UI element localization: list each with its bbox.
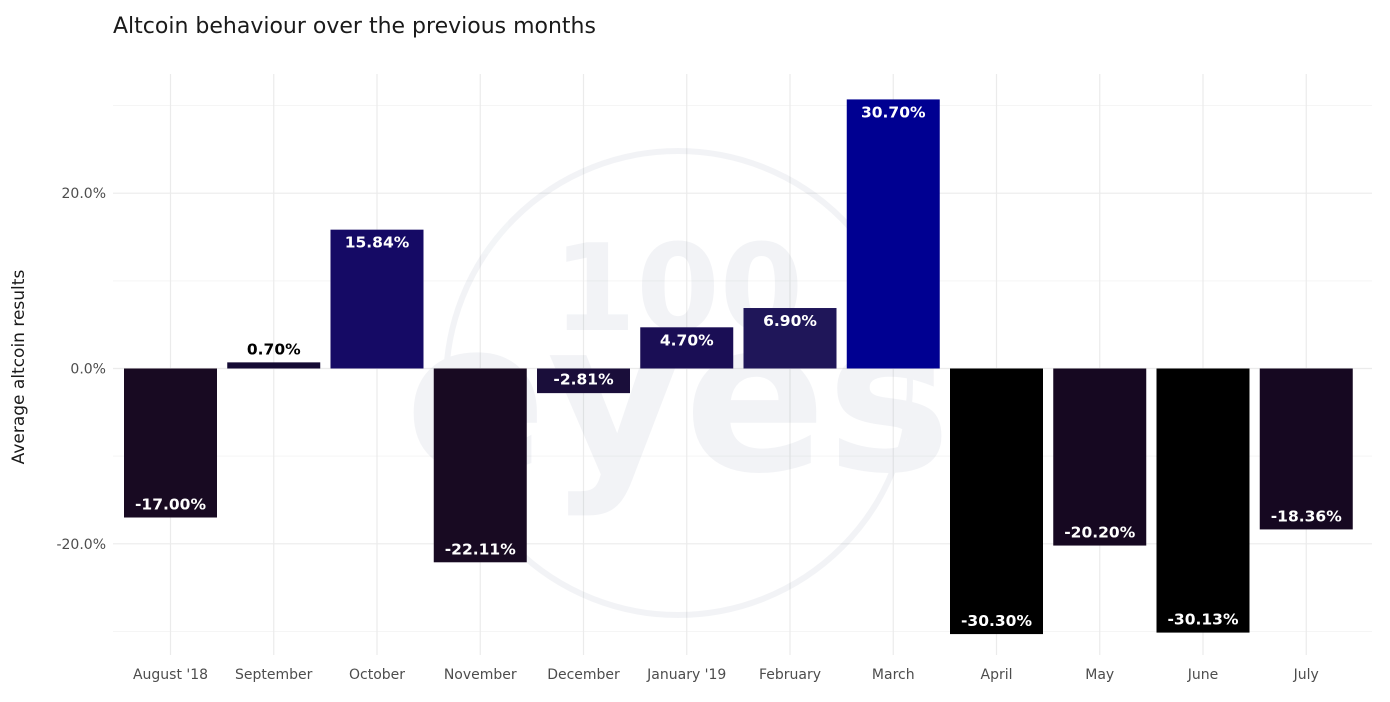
data-label: -20.20% [1064, 524, 1135, 542]
data-label: -18.36% [1271, 507, 1342, 525]
data-label: 30.70% [861, 103, 926, 121]
chart-title: Altcoin behaviour over the previous mont… [113, 14, 596, 39]
y-axis-label: Average altcoin results [9, 270, 29, 465]
x-tick-label: February [759, 667, 821, 683]
bar [1259, 368, 1353, 530]
bar [124, 368, 217, 518]
data-label: -2.81% [553, 371, 614, 389]
x-tick-label: June [1187, 667, 1219, 683]
bar [640, 327, 734, 369]
x-tick-label: July [1293, 667, 1319, 683]
x-tick-label: March [872, 667, 915, 683]
bar [330, 229, 424, 369]
bar [227, 362, 321, 369]
bar [846, 99, 940, 369]
bar [743, 308, 837, 369]
x-tick-label: December [547, 667, 620, 683]
bars-layer [124, 99, 1353, 635]
bar [433, 368, 527, 563]
y-tick-label: 0.0% [70, 362, 106, 378]
data-label: -22.11% [445, 540, 516, 558]
y-tick-label: 20.0% [62, 186, 106, 202]
data-label: -17.00% [135, 496, 206, 514]
bar [950, 368, 1043, 635]
x-tick-label: October [349, 667, 405, 683]
bar [1053, 368, 1147, 546]
data-label: 0.70% [247, 340, 301, 358]
x-tick-label: May [1085, 667, 1114, 683]
x-axis: August '18 September October November Decemb… [133, 667, 1319, 683]
data-label: 6.90% [763, 312, 817, 330]
labels-layer: -17.00% 0.70% 15.84% -22.11% -2.81% 4.70% 6.90… [135, 103, 1342, 630]
x-tick-label: August '18 [133, 667, 208, 683]
x-tick-label: November [444, 667, 517, 683]
data-label: 15.84% [345, 234, 410, 252]
bar [537, 368, 630, 394]
x-tick-label: January '19 [646, 667, 726, 683]
data-label: -30.30% [961, 612, 1032, 630]
bar [1156, 368, 1250, 633]
x-tick-label: April [981, 667, 1013, 683]
x-tick-label: September [235, 667, 313, 683]
data-label: -30.13% [1168, 611, 1239, 629]
data-label: 4.70% [660, 331, 714, 349]
y-axis: 20.0% 0.0% -20.0% [56, 186, 106, 553]
y-tick-label: -20.0% [56, 537, 106, 553]
